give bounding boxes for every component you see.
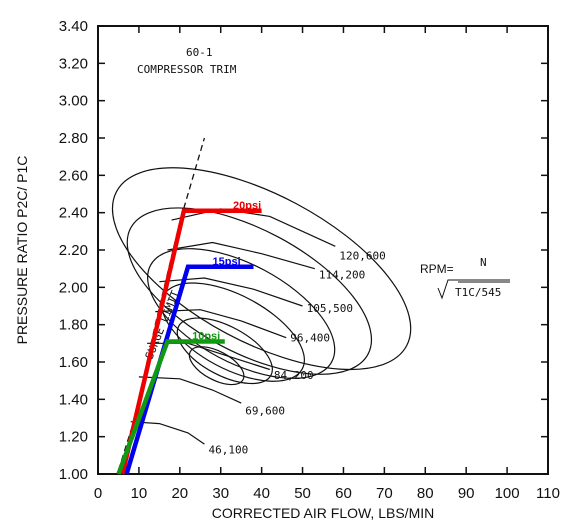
x-axis-title: CORRECTED AIR FLOW, LBS/MIN [212,505,434,521]
speed-line-label: 105,500 [307,302,353,315]
efficiency-island [126,207,373,375]
speed-line-label: 69,600 [245,405,285,418]
x-axis-ticks: 0 10 20 30 40 50 60 70 80 90 100 110 [94,26,560,502]
x-tick-label: 60 [335,485,352,502]
y-tick-label: 1.00 [59,466,88,483]
y-tick-label: 2.80 [59,130,88,147]
speed-line-label: 114,200 [319,268,365,281]
series-line-20psi [120,208,262,475]
y-tick-label: 3.00 [59,93,88,110]
speed-line-label: 96,400 [290,332,330,345]
y-tick-label: 2.40 [59,205,88,222]
x-tick-label: 0 [94,485,102,502]
y-tick-label: 3.40 [59,18,88,35]
x-tick-label: 30 [212,485,229,502]
speed-line [155,309,287,339]
x-tick-label: 90 [458,485,475,502]
x-tick-label: 70 [376,485,393,502]
x-tick-label: 100 [495,485,520,502]
chart-title: 60-1 [186,46,213,59]
y-tick-label: 2.00 [59,279,88,296]
speed-line [167,241,315,270]
speed-line-label: 120,600 [339,250,385,263]
efficiency-island [147,248,336,379]
y-tick-label: 1.60 [59,354,88,371]
efficiency-island [176,317,273,385]
efficiency-island [111,167,412,371]
speed-line-label: 46,100 [208,444,248,457]
speed-line-label: 84,200 [274,369,314,382]
y-tick-label: 2.60 [59,167,88,184]
rpm-formula-root [437,279,510,300]
y-tick-label: 2.20 [59,242,88,259]
y-axis-ticks: 1.00 1.20 1.40 1.60 1.80 2.00 2.20 2.40 2.60 2.80… [59,18,548,483]
chart-subtitle: COMPRESSOR TRIM [137,63,237,76]
y-axis-title: PRESSURE RATIO P2C/ P1C [14,156,30,345]
series-label-15psi: 15psi [213,256,241,268]
y-tick-label: 3.20 [59,55,88,72]
x-tick-label: 50 [294,485,311,502]
efficiency-island [188,346,245,386]
rpm-formula-numerator: N [480,256,487,269]
series-line-10psi [116,339,225,475]
rpm-formula-denominator: T1C/545 [455,286,501,299]
rpm-formula-prefix: RPM= [420,262,454,276]
speed-line [130,421,205,445]
series-line-15psi [124,264,254,475]
boost-series: 20psi 15psi 10psi [116,200,262,475]
y-tick-label: 1.40 [59,391,88,408]
speed-line [138,376,242,404]
x-tick-label: 20 [171,485,188,502]
rpm-formula: RPM= N T1C/545 [420,256,510,300]
x-tick-label: 80 [417,485,434,502]
x-tick-label: 10 [131,485,148,502]
series-label-20psi: 20psi [233,200,261,212]
x-tick-label: 40 [253,485,270,502]
y-tick-label: 1.20 [59,429,88,446]
x-tick-label: 110 [536,485,560,502]
series-label-10psi: 10psi [192,331,220,343]
y-tick-label: 1.80 [59,317,88,334]
